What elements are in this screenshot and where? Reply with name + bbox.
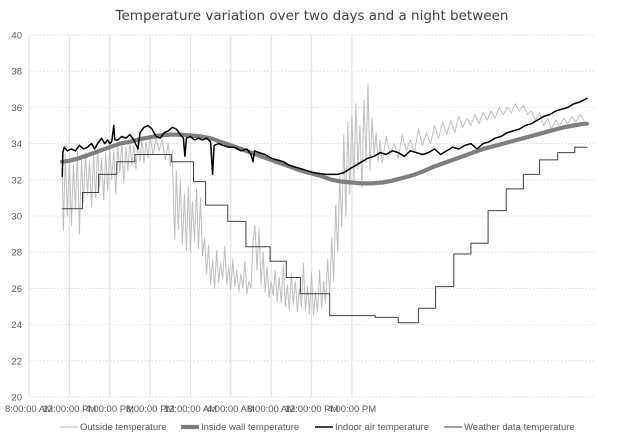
x-tick-label: 8:00:00 PM	[126, 404, 175, 415]
legend: Outside temperature Inside wall temperatu…	[60, 422, 575, 433]
series-inside-wall-temperature	[60, 121, 589, 186]
legend-label: Outside temperature	[80, 422, 167, 433]
y-tick-label: 22	[11, 356, 22, 367]
legend-item: Indoor air temperature	[315, 422, 429, 433]
x-tick-label: 12:00:00 PM	[285, 404, 339, 415]
series-outside-temperature	[61, 83, 585, 317]
legend-item: Inside wall temperature	[181, 422, 299, 433]
legend-label: Weather data temperature	[464, 422, 575, 433]
y-tick-label: 32	[11, 175, 22, 186]
y-tick-label: 38	[11, 67, 22, 78]
series-layer	[60, 83, 589, 324]
series-weather-data-temperature	[61, 146, 588, 324]
x-tick-label: 12:00:00 AM	[164, 404, 217, 415]
y-tick-label: 28	[11, 248, 22, 259]
y-tick-label: 26	[11, 284, 22, 295]
y-tick-label: 20	[11, 393, 22, 404]
x-tick-label: 4:00:00 PM	[328, 404, 377, 415]
x-tick-label: 4:00:00 AM	[207, 404, 255, 415]
series-indoor-air-temperature	[61, 97, 588, 177]
y-axis-ticks: 20 22 24 26 28 30 32 34 36 38 40	[11, 31, 22, 404]
legend-label: Indoor air temperature	[335, 422, 429, 433]
chart-title: Temperature variation over two days and …	[115, 8, 509, 24]
y-tick-label: 36	[11, 103, 22, 114]
y-tick-label: 34	[11, 139, 22, 150]
x-tick-label: 4:00:00 PM	[85, 404, 134, 415]
legend-label: Inside wall temperature	[201, 422, 299, 433]
x-tick-label: 8:00:00 AM	[247, 404, 295, 415]
x-tick-label: 12:00:00 PM	[42, 404, 96, 415]
x-tick-label: 8:00:00 AM	[5, 404, 53, 415]
y-tick-label: 24	[11, 320, 22, 331]
y-tick-label: 30	[11, 212, 22, 223]
legend-item: Weather data temperature	[444, 422, 575, 433]
legend-item: Outside temperature	[60, 422, 167, 433]
y-tick-label: 40	[11, 31, 22, 42]
